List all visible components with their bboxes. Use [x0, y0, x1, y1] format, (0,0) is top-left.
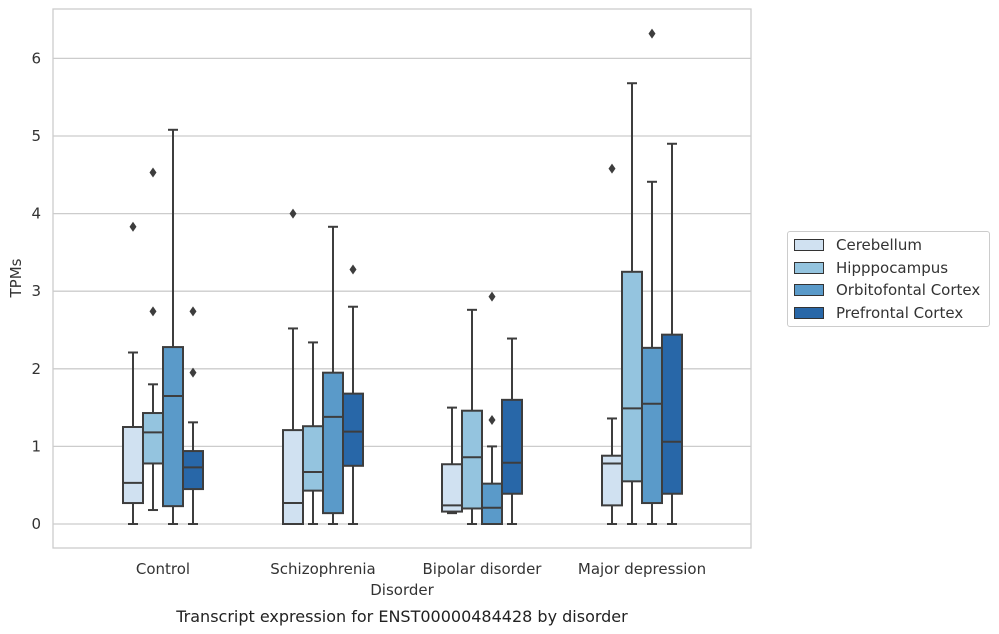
outlier-marker	[488, 415, 496, 426]
iqr-box	[182, 450, 204, 491]
legend-swatch	[794, 239, 824, 252]
outlier-marker	[289, 208, 297, 219]
box-prefrontal-cortex	[661, 142, 683, 525]
box-prefrontal-cortex	[501, 337, 523, 525]
box-cerebellum	[122, 221, 144, 525]
y-tick-label: 4	[31, 205, 41, 223]
iqr-box	[342, 392, 364, 467]
box-orbitofontal-cortex	[162, 128, 184, 525]
iqr-box	[501, 398, 523, 495]
box-prefrontal-cortex	[342, 264, 364, 525]
legend-swatch	[794, 261, 824, 274]
x-tick-label: Control	[136, 560, 190, 578]
legend-label: Orbitofontal Cortex	[836, 281, 981, 300]
iqr-box	[641, 346, 663, 505]
outlier-marker	[189, 306, 197, 317]
y-tick-label: 6	[31, 49, 41, 67]
outlier-marker	[488, 291, 496, 302]
legend: Cerebellum Hipppocampus Orbitofontal Corte…	[787, 231, 990, 327]
box-orbitofontal-cortex	[481, 291, 503, 526]
x-tick-label: Schizophrenia	[270, 560, 375, 578]
iqr-box	[461, 409, 483, 510]
iqr-box	[142, 412, 164, 465]
legend-item: Hipppocampus	[794, 257, 983, 280]
box-orbitofontal-cortex	[641, 28, 663, 525]
x-tick-label: Major depression	[578, 560, 706, 578]
iqr-box	[621, 270, 643, 483]
y-tick-label: 5	[31, 127, 41, 145]
iqr-box	[122, 426, 144, 505]
legend-label: Hipppocampus	[836, 258, 949, 277]
y-tick-label: 0	[31, 515, 41, 533]
x-axis-label: Disorder	[370, 581, 434, 599]
y-tick-label: 3	[31, 282, 41, 300]
y-tick-label: 1	[31, 437, 41, 455]
legend-item: Prefrontal Cortex	[794, 302, 983, 325]
legend-item: Cerebellum	[794, 234, 983, 257]
outlier-marker	[129, 221, 137, 232]
box-hipppocampus	[142, 167, 164, 512]
y-tick-label: 2	[31, 360, 41, 378]
box-orbitofontal-cortex	[322, 225, 344, 525]
y-axis-label: TPMs	[7, 258, 25, 298]
iqr-box	[661, 333, 683, 495]
box-cerebellum	[282, 208, 304, 525]
chart-title: Transcript expression for ENST0000048442…	[175, 607, 628, 626]
iqr-box	[481, 482, 503, 526]
legend-label: Prefrontal Cortex	[836, 303, 964, 322]
legend-item: Orbitofontal Cortex	[794, 279, 983, 302]
iqr-box	[162, 346, 184, 508]
iqr-box	[282, 429, 304, 525]
outlier-marker	[648, 28, 656, 39]
legend-label: Cerebellum	[836, 236, 922, 255]
x-tick-label: Bipolar disorder	[423, 560, 543, 578]
outlier-marker	[149, 306, 157, 317]
box-hipppocampus	[461, 308, 483, 525]
outlier-marker	[349, 264, 357, 275]
legend-swatch	[794, 284, 824, 297]
box-prefrontal-cortex	[182, 306, 204, 525]
box-cerebellum	[601, 163, 623, 525]
iqr-box	[302, 425, 324, 492]
legend-swatch	[794, 306, 824, 319]
outlier-marker	[608, 163, 616, 174]
outlier-marker	[189, 367, 197, 378]
outlier-marker	[149, 167, 157, 178]
iqr-box	[322, 371, 344, 515]
